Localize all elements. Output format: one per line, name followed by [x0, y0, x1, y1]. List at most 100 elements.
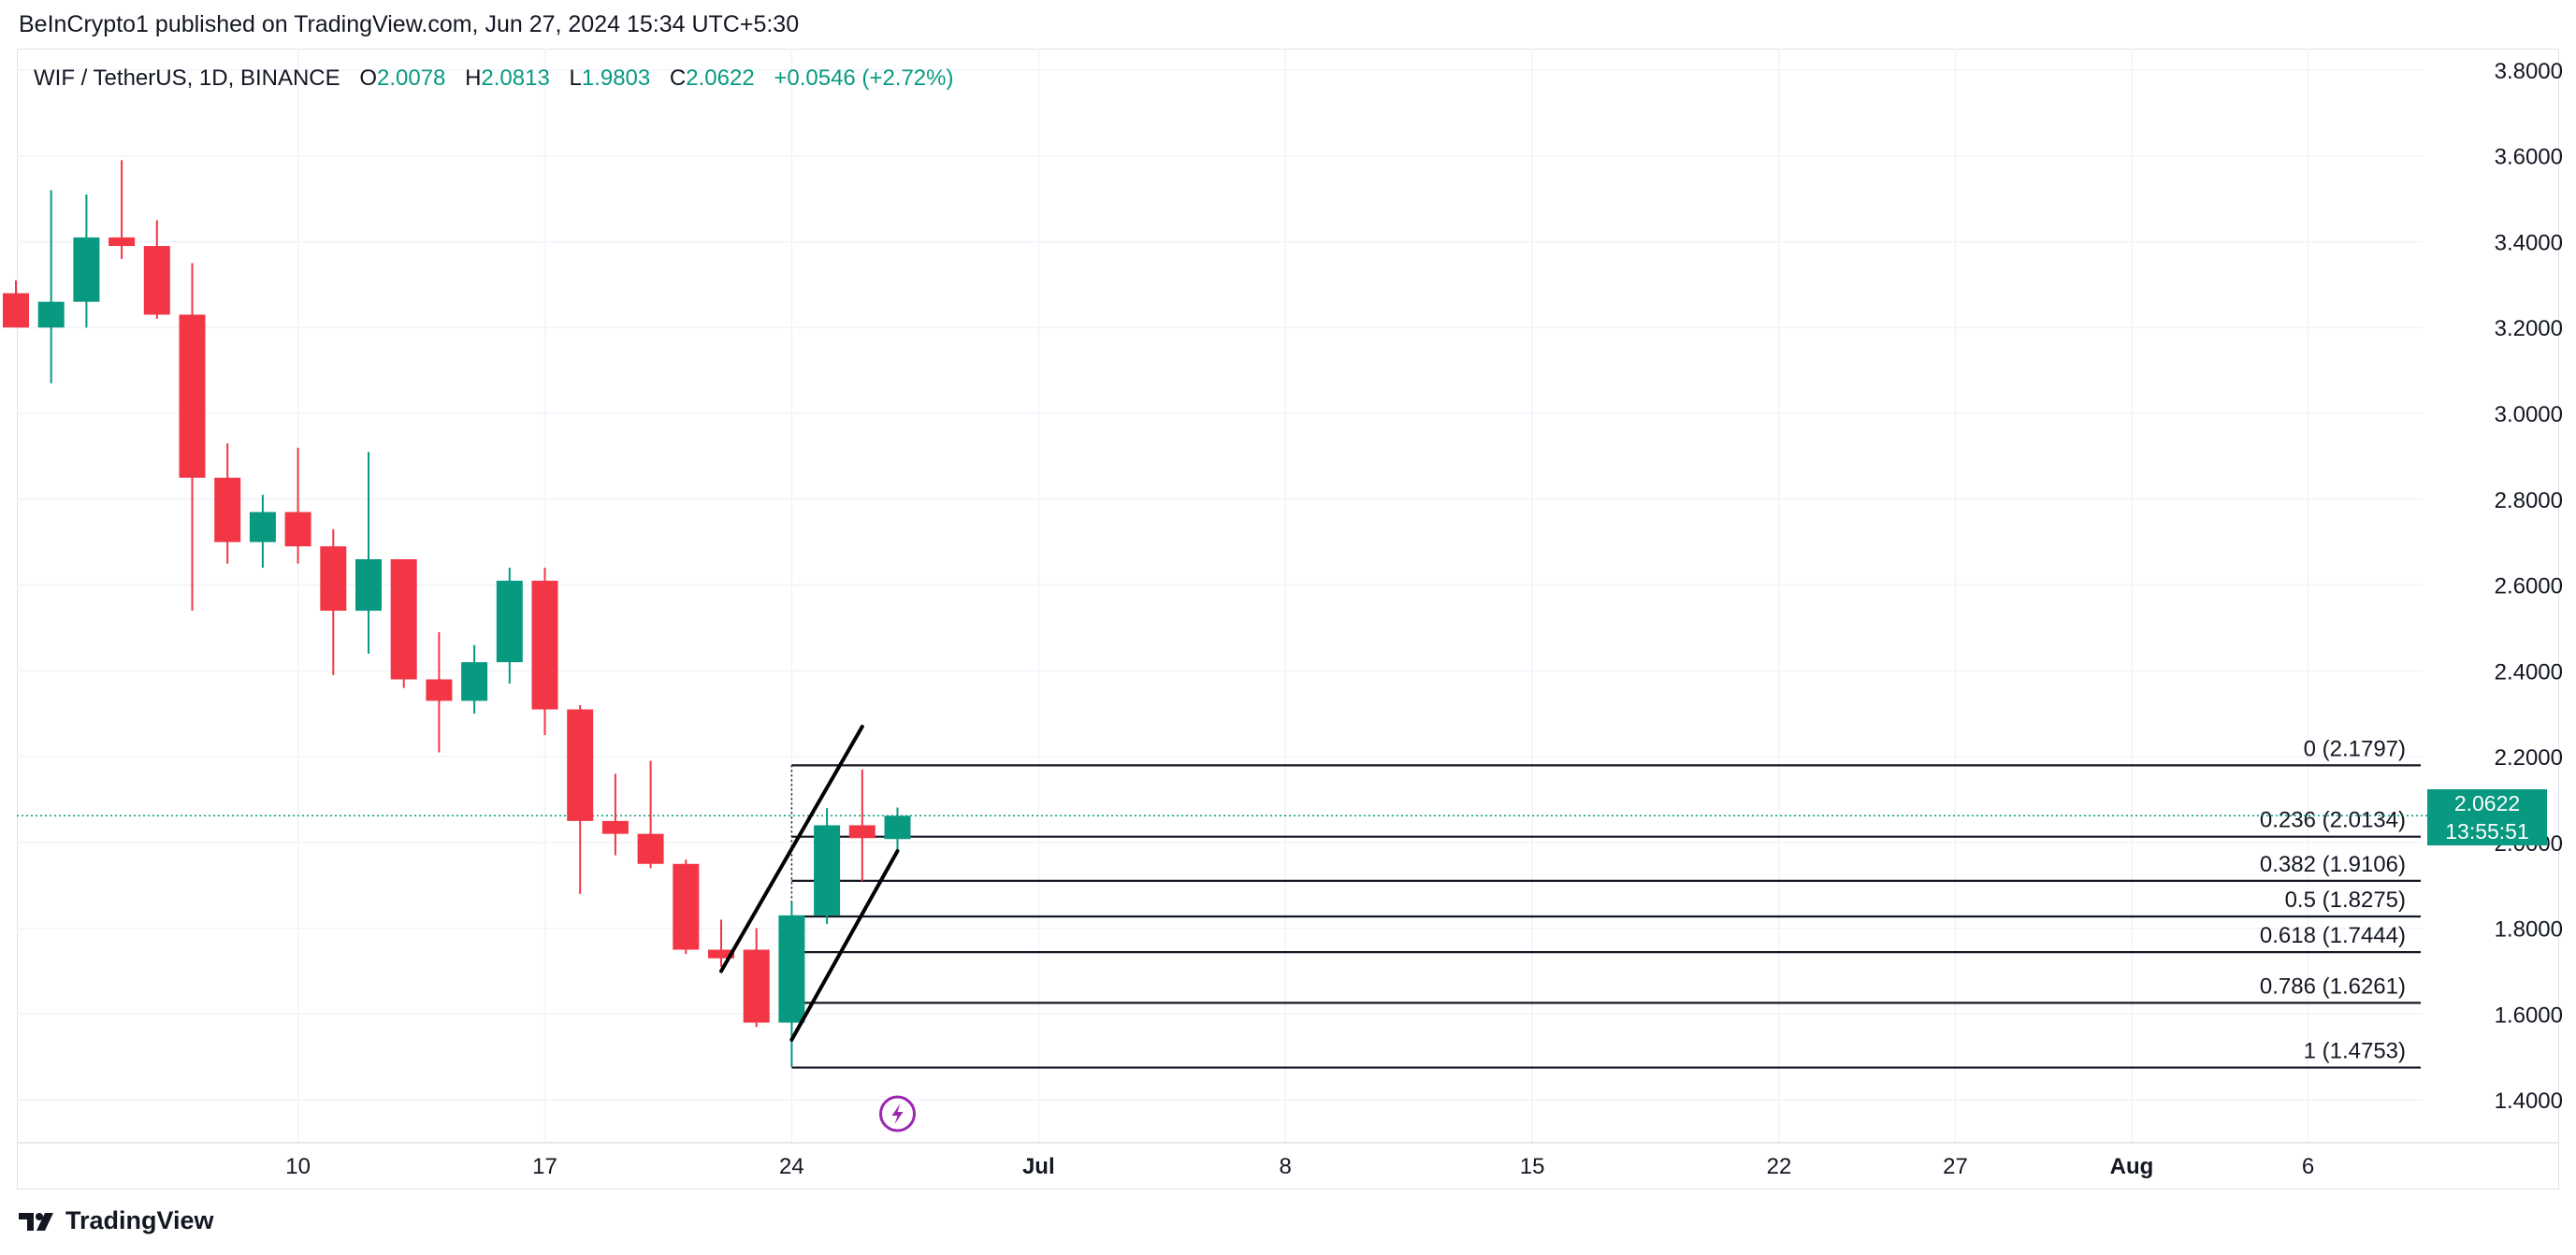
- candle-up[interactable]: [461, 644, 488, 714]
- time-tick-label: Aug: [2110, 1154, 2154, 1179]
- legend-low: 1.9803: [581, 65, 651, 91]
- legend-close-label: C: [669, 65, 687, 91]
- fib-level-label: 0.382 (1.9106): [2260, 852, 2406, 877]
- time-tick-label: Jul: [1022, 1154, 1055, 1179]
- tradingview-brand[interactable]: TradingView: [19, 1206, 214, 1235]
- channel-line[interactable]: [719, 724, 864, 974]
- price-tick-label: 2.2000: [2495, 745, 2563, 771]
- candle-down[interactable]: [743, 928, 770, 1028]
- candle-body: [426, 679, 453, 701]
- channel-line[interactable]: [789, 849, 900, 1042]
- fib-level-label: 0 (2.1797): [2304, 736, 2406, 761]
- price-tick-label: 2.8000: [2495, 488, 2563, 513]
- candle-body: [531, 580, 558, 710]
- candle-down[interactable]: [143, 220, 170, 320]
- candle-up[interactable]: [37, 190, 65, 383]
- legend-symbol[interactable]: WIF / TetherUS, 1D, BINANCE: [34, 65, 340, 91]
- fib-level-label: 0.5 (1.8275): [2285, 887, 2406, 913]
- brand-name: TradingView: [65, 1206, 214, 1234]
- legend-close: 2.0622: [686, 65, 755, 91]
- candle-down[interactable]: [390, 559, 417, 688]
- time-axis[interactable]: 10 17 24 Jul 8 15 22 27 Aug 6: [17, 1142, 2559, 1179]
- candle-down[interactable]: [3, 280, 29, 328]
- candle-body: [355, 559, 382, 612]
- fibonacci-retracement[interactable]: 0 (2.1797) 0.236 (2.0134) 0.382 (1.9106) 0.…: [17, 736, 2427, 1069]
- candle-down[interactable]: [320, 528, 347, 675]
- candle-up[interactable]: [884, 807, 911, 851]
- price-tick-label: 3.2000: [2495, 316, 2563, 341]
- legend-low-label: L: [569, 65, 582, 91]
- candle-body: [179, 314, 206, 478]
- candle-down[interactable]: [848, 769, 876, 882]
- price-tick-label: 3.8000: [2495, 59, 2563, 84]
- price-tick-label: 1.6000: [2495, 1003, 2563, 1028]
- price-tick-label: 3.6000: [2495, 145, 2563, 170]
- chart-frame: [17, 49, 2559, 1190]
- candle-down[interactable]: [531, 568, 558, 736]
- candle-body: [637, 833, 664, 864]
- time-tick-label: 22: [1767, 1154, 1792, 1179]
- candle-up[interactable]: [496, 568, 523, 685]
- last-price-tag: 2.0622: [2427, 789, 2547, 818]
- publisher-line: BeInCrypto1 published on TradingView.com…: [19, 11, 800, 37]
- candle-body: [601, 820, 629, 834]
- candle-body: [496, 580, 523, 663]
- legend-open-label: O: [359, 65, 377, 91]
- candle-body: [884, 815, 911, 840]
- candle-body: [214, 477, 241, 542]
- candle-body: [390, 559, 417, 680]
- candle-down[interactable]: [567, 705, 594, 894]
- fib-level-label: 0.236 (2.0134): [2260, 808, 2406, 833]
- price-tick-label: 2.6000: [2495, 574, 2563, 599]
- price-tick-label: 2.4000: [2495, 659, 2563, 685]
- candle-up[interactable]: [355, 452, 382, 654]
- candle-down[interactable]: [284, 447, 311, 564]
- legend-open: 2.0078: [376, 65, 446, 91]
- candle-body: [567, 709, 594, 821]
- candle-body: [320, 546, 347, 612]
- price-tick-label: 1.8000: [2495, 917, 2563, 943]
- candle-body: [73, 237, 100, 302]
- price-axis[interactable]: 3.8000 3.6000 3.4000 3.2000 3.0000 2.8000 2.60…: [2495, 59, 2563, 1114]
- time-tick-label: 6: [2302, 1154, 2314, 1179]
- candle-down[interactable]: [214, 443, 241, 564]
- grid-lines: [17, 49, 2423, 1143]
- candle-up[interactable]: [73, 195, 100, 328]
- candle-down[interactable]: [708, 919, 734, 967]
- candle-up[interactable]: [778, 902, 805, 1066]
- candle-down[interactable]: [426, 632, 453, 753]
- candle-body: [249, 512, 276, 542]
- event-marker-bolt: [891, 1104, 904, 1124]
- event-markers[interactable]: [879, 1095, 916, 1132]
- candle-body: [143, 246, 170, 315]
- legend-high: 2.0813: [481, 65, 550, 91]
- time-tick-label: 15: [1520, 1154, 1545, 1179]
- trend-channel[interactable]: [719, 724, 900, 1042]
- candle-body: [284, 512, 311, 547]
- price-tick-label: 3.0000: [2495, 402, 2563, 427]
- candle-up[interactable]: [814, 808, 841, 924]
- candle-body: [37, 301, 65, 328]
- candle-down[interactable]: [601, 773, 629, 856]
- fib-level-label: 0.786 (1.6261): [2260, 974, 2406, 999]
- legend-high-label: H: [465, 65, 482, 91]
- candle-body: [3, 293, 29, 328]
- candle-body: [814, 825, 841, 916]
- time-tick-label: 10: [285, 1154, 311, 1179]
- candle-down[interactable]: [637, 760, 664, 869]
- candle-down[interactable]: [109, 160, 136, 259]
- tradingview-logo-icon: [19, 1212, 53, 1231]
- candle-down[interactable]: [179, 263, 206, 612]
- time-tick-label: 17: [532, 1154, 557, 1179]
- candle-body: [461, 662, 488, 701]
- candle-down[interactable]: [673, 859, 700, 955]
- candle-body: [743, 949, 770, 1023]
- bar-countdown-tag: 13:55:51: [2427, 817, 2547, 846]
- fib-level-label: 0.618 (1.7444): [2260, 923, 2406, 948]
- candles[interactable]: [3, 160, 911, 1066]
- time-tick-label: 24: [779, 1154, 804, 1179]
- candle-up[interactable]: [249, 495, 276, 569]
- candle-body: [848, 825, 876, 839]
- lightning-event-icon[interactable]: [879, 1095, 916, 1132]
